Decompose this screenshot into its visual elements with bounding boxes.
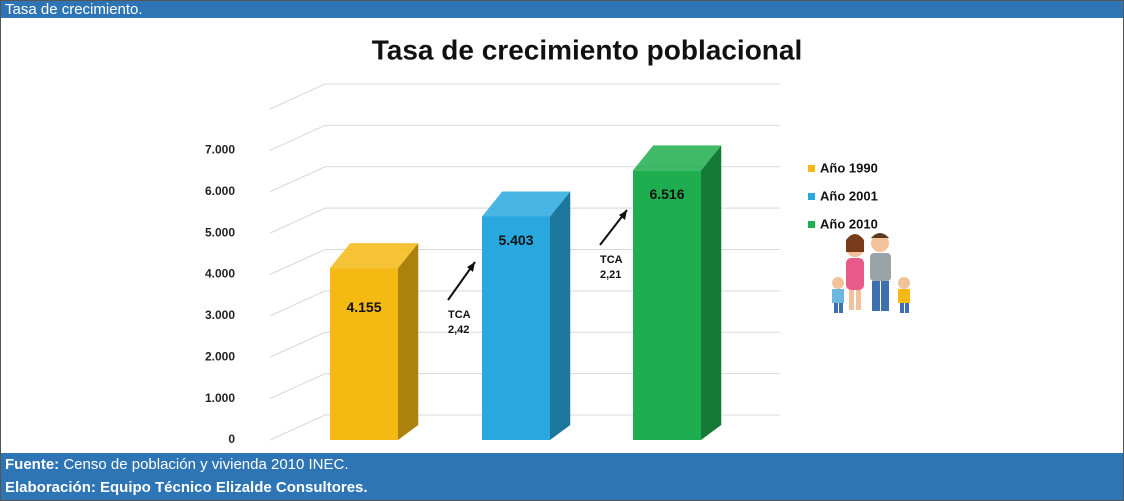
legend-swatch	[808, 193, 815, 200]
legend-label: Año 2010	[820, 216, 878, 231]
annotation-label: TCA	[600, 254, 623, 266]
grid-line	[269, 290, 780, 317]
value-label: 5.403	[498, 232, 533, 248]
bar-top	[482, 191, 571, 217]
grid-line	[269, 124, 780, 151]
footer-credit: Elaboración: Equipo Técnico Elizalde Con…	[5, 479, 368, 496]
annotation-value: 2,42	[448, 324, 469, 336]
source-text: Censo de población y vivienda 2010 INEC.	[63, 456, 348, 473]
y-tick-label: 0	[228, 432, 235, 446]
value-label: 6.516	[649, 186, 684, 202]
y-tick-label: 1.000	[205, 391, 235, 405]
grid-line	[269, 331, 780, 358]
y-tick-label: 5.000	[205, 225, 235, 239]
header-title: Tasa de crecimiento.	[5, 1, 143, 18]
y-tick-label: 7.000	[205, 143, 235, 157]
legend-label: Año 2001	[820, 188, 878, 203]
chart-title: Tasa de crecimiento poblacional	[372, 34, 803, 65]
source-label: Fuente:	[5, 456, 59, 473]
legend-swatch	[808, 165, 815, 172]
y-tick-label: 3.000	[205, 308, 235, 322]
annotation-value: 2,21	[600, 269, 621, 281]
bar	[633, 170, 701, 440]
grid-line	[269, 207, 780, 234]
bar-top	[330, 243, 419, 269]
grid-line	[269, 414, 780, 441]
arrow-head	[619, 210, 627, 220]
legend-swatch	[808, 221, 815, 228]
bar-side	[550, 191, 571, 440]
y-tick-label: 6.000	[205, 184, 235, 198]
annotation-label: TCA	[448, 309, 471, 321]
grid-line	[269, 83, 780, 110]
grid-line	[269, 249, 780, 275]
bar-side	[398, 243, 419, 440]
legend-label: Año 1990	[820, 160, 878, 175]
grid-line	[269, 373, 780, 400]
y-tick-label: 2.000	[205, 349, 235, 363]
bar-top	[633, 145, 722, 171]
bar-side	[701, 145, 722, 440]
y-tick-label: 4.000	[205, 267, 235, 281]
bar	[330, 268, 398, 440]
family-icon	[832, 233, 910, 313]
arrow-head	[467, 262, 475, 272]
header-bar	[1, 1, 1123, 18]
plot: 0 1.000 2.000 3.000 4.000 5.000 6.000 7.000 4.15…	[205, 83, 878, 446]
grid-line	[269, 166, 780, 193]
value-label: 4.155	[346, 299, 381, 315]
footer-bar	[1, 453, 1123, 500]
bar	[482, 216, 550, 440]
footer-source: Fuente: Censo de población y vivienda 20…	[5, 456, 349, 473]
